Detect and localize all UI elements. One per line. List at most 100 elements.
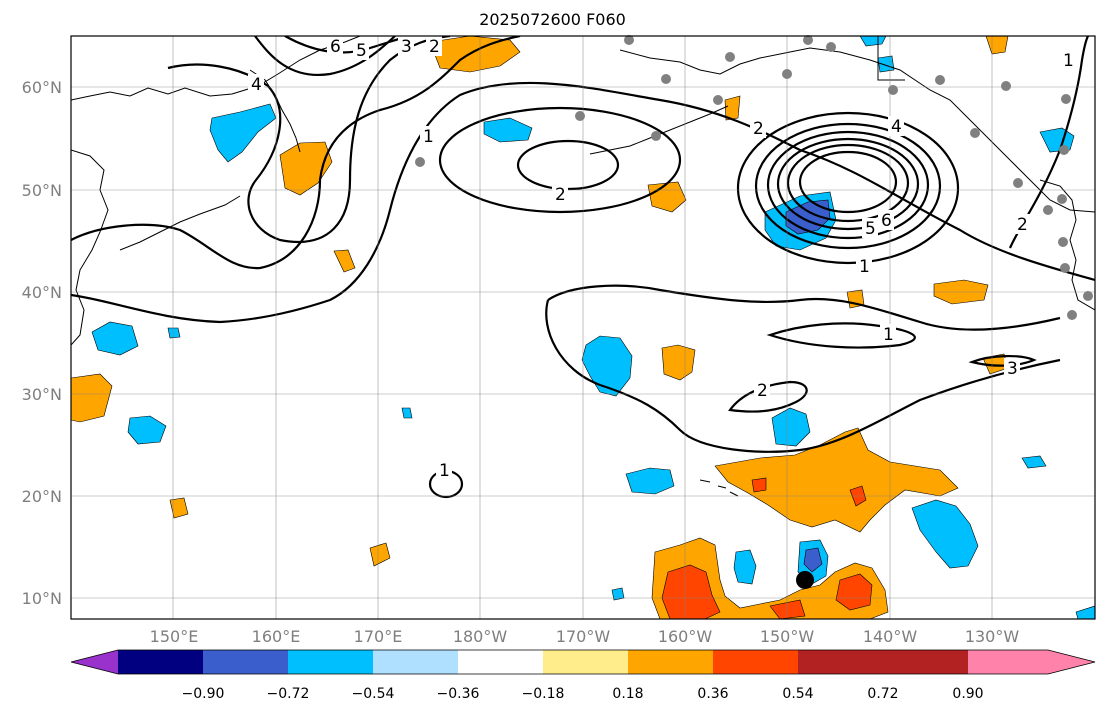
- colorbar-segment: [798, 650, 883, 674]
- fill-orange-red: [751, 477, 767, 493]
- station-dot: [826, 42, 836, 52]
- fill-orange-red: [661, 564, 721, 619]
- colorbar-tick-label: −0.72: [267, 686, 310, 702]
- lon-label: 180°W: [453, 627, 508, 646]
- fill-light-blue: [91, 321, 139, 356]
- coastline-kurils: [119, 195, 241, 251]
- contour-2-south: [545, 299, 1061, 453]
- contour-low-ring: [776, 137, 920, 231]
- colorbar-tick-label: 0.54: [782, 686, 813, 702]
- colorbar-labels: −0.90 −0.72 −0.54 −0.36 −0.18 0.18 0.36 …: [182, 686, 984, 702]
- colorbar-outline: [70, 649, 1096, 675]
- colorbar-segment: [883, 650, 968, 674]
- lat-label: 20°N: [22, 487, 62, 506]
- contour-label: 5: [356, 41, 367, 61]
- fill-light-blue: [127, 415, 167, 445]
- contour-label: 3: [401, 37, 412, 57]
- fill-orange: [724, 95, 741, 121]
- station-dot: [935, 75, 945, 85]
- colorbar-tick-label: 0.72: [867, 686, 898, 702]
- fill-orange: [279, 141, 333, 196]
- contour-label: 1: [1063, 51, 1074, 71]
- fill-light-blue: [1075, 605, 1095, 619]
- lat-label: 60°N: [22, 78, 62, 97]
- fill-light-blue: [1039, 127, 1075, 153]
- fill-light-blue: [733, 549, 757, 585]
- fill-orange-red: [769, 599, 806, 619]
- colorbar-extend-low: [71, 650, 118, 674]
- fill-orange: [169, 497, 189, 519]
- contour-1-mid: [71, 36, 521, 270]
- station-dot: [888, 85, 898, 95]
- contour-label: 1: [423, 127, 434, 147]
- contour-label: 5: [865, 219, 876, 239]
- colorbar-segment: [628, 650, 713, 674]
- contour-label: 1: [439, 461, 450, 481]
- contour-4-west: [167, 36, 451, 243]
- station-dot: [1013, 178, 1023, 188]
- fill-orange: [369, 542, 391, 567]
- colorbar-segment: [118, 650, 203, 674]
- station-dot: [970, 128, 980, 138]
- coastlines: [71, 36, 1095, 497]
- colorbar-tick-label: 0.36: [697, 686, 728, 702]
- contour-label: 4: [251, 75, 262, 95]
- fill-light-blue: [1021, 455, 1047, 469]
- station-dot: [725, 52, 735, 62]
- colorbar-segment: [373, 650, 458, 674]
- station-dot: [1043, 205, 1053, 215]
- fill-light-blue: [911, 499, 979, 569]
- fill-light-blue: [859, 36, 887, 47]
- colorbar-tick-label: −0.36: [437, 686, 480, 702]
- fill-light-blue: [877, 55, 895, 73]
- colorbar-segment: [203, 650, 288, 674]
- contour-label: 1: [883, 325, 894, 345]
- lon-labels: 150°E 160°E 170°E 180°W 170°W 160°W 150°…: [150, 627, 1020, 646]
- contour-label: 3: [1007, 359, 1018, 379]
- contour-low-ring: [754, 122, 942, 250]
- highlight-marker: [796, 571, 814, 589]
- station-dot: [651, 131, 661, 141]
- contour-low-ring: [766, 130, 930, 240]
- colorbar-tick-label: 0.18: [612, 686, 643, 702]
- colorbar-segment: [713, 650, 798, 674]
- colorbar-segment: [543, 650, 628, 674]
- gridlines: [71, 36, 1095, 619]
- contour-1-east: [766, 322, 916, 349]
- station-dot: [1057, 194, 1067, 204]
- contour-label: 2: [1017, 215, 1028, 235]
- lat-label: 10°N: [22, 589, 62, 608]
- lon-label: 160°W: [658, 627, 713, 646]
- contour-label: 6: [330, 37, 341, 57]
- contour-label: 2: [555, 185, 566, 205]
- fill-mid-blue: [803, 547, 823, 573]
- station-dot: [575, 111, 585, 121]
- fill-orange-red: [835, 573, 873, 611]
- colorbar-segment: [288, 650, 373, 674]
- station-dot: [415, 157, 425, 167]
- colorbar-segment: [458, 650, 543, 674]
- station-dot: [1061, 94, 1071, 104]
- station-dot: [1059, 145, 1069, 155]
- fill-light-blue: [401, 407, 413, 419]
- colorbar-tick-label: −0.90: [182, 686, 225, 702]
- station-dot: [782, 69, 792, 79]
- contour-5-north: [254, 36, 396, 77]
- contour-low-ring: [736, 111, 960, 265]
- station-dot: [661, 74, 671, 84]
- lon-label: 140°W: [863, 627, 918, 646]
- fill-orange: [333, 249, 356, 273]
- contour-label: 1: [859, 257, 870, 277]
- lat-labels: 60°N 50°N 40°N 30°N 20°N 10°N: [22, 78, 62, 608]
- colorbar-tick-label: −0.18: [522, 686, 565, 702]
- coastline-kamchatka: [249, 69, 301, 153]
- contour-2-loop: [728, 380, 808, 413]
- contour-label: 2: [753, 119, 764, 139]
- colorbar: [70, 649, 1096, 675]
- lon-label: 150°W: [760, 627, 815, 646]
- station-dot: [1060, 263, 1070, 273]
- fill-orange: [429, 36, 521, 73]
- lat-label: 30°N: [22, 385, 62, 404]
- fill-light-blue: [771, 407, 811, 447]
- coastline-hawaii: [699, 479, 739, 497]
